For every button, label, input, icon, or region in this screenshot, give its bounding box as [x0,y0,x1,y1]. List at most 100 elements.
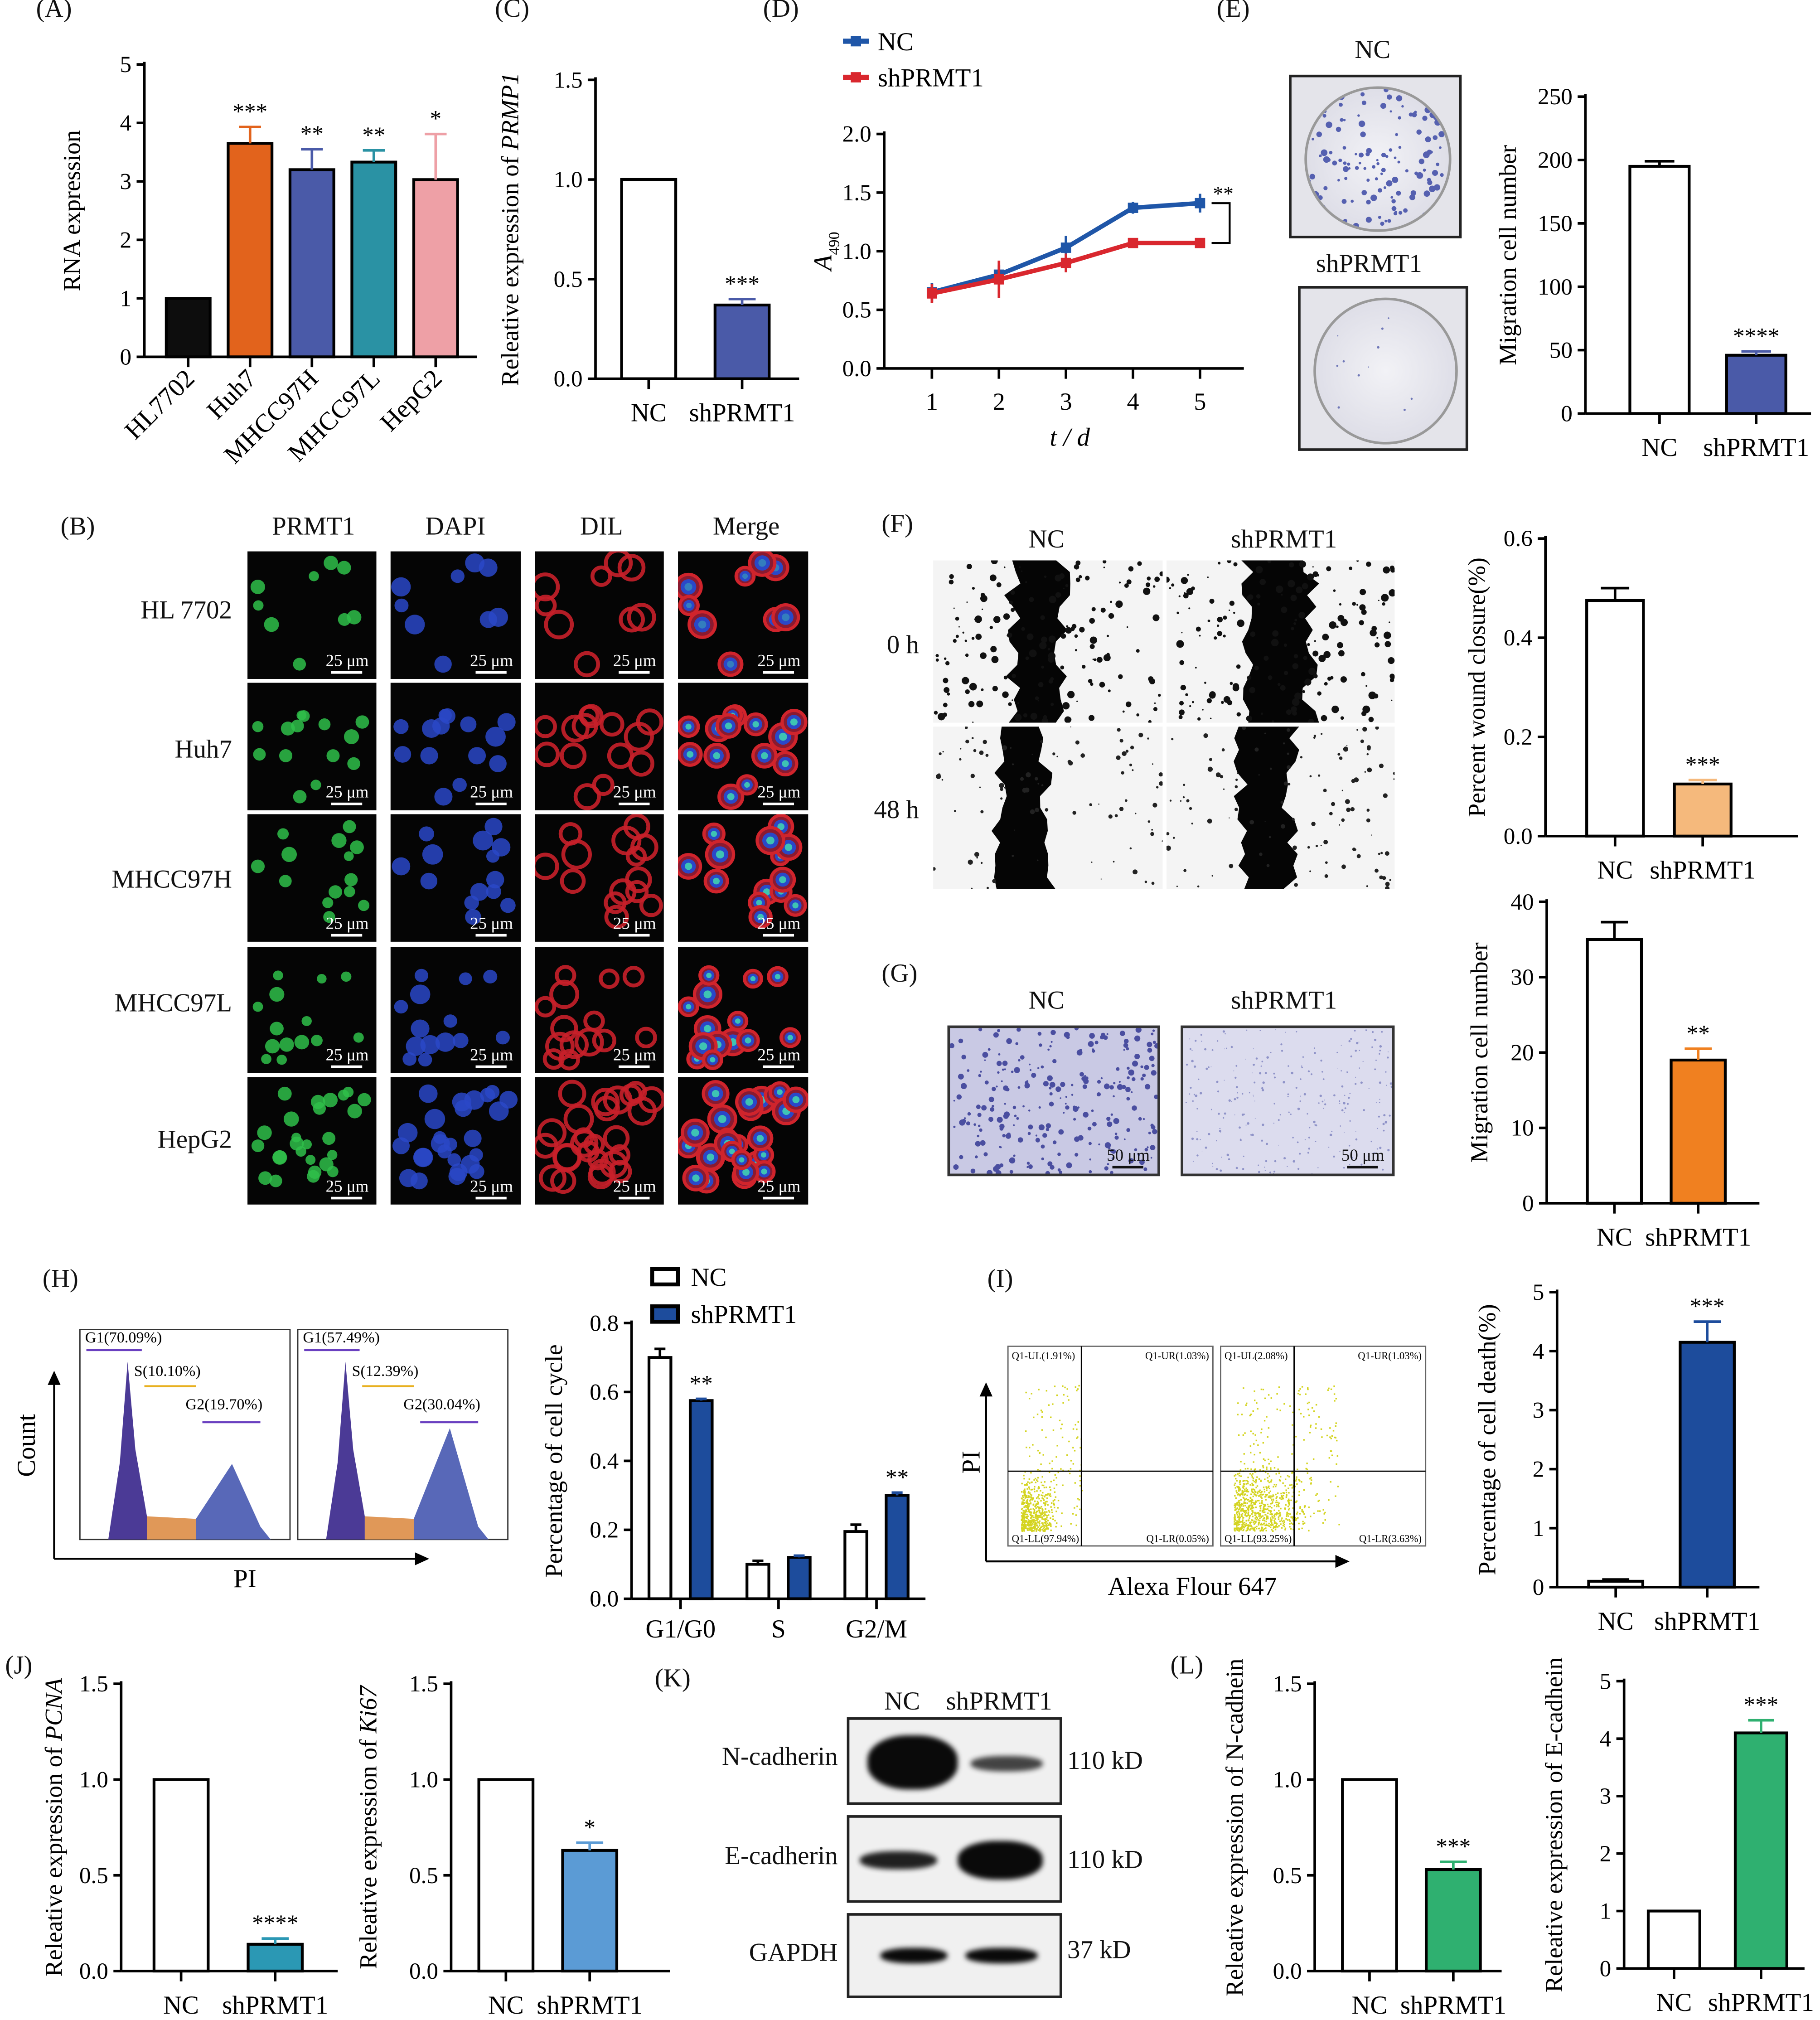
event-dot [1276,1408,1278,1410]
x-tick-label: HepG2 [375,364,448,437]
event-dot [1249,1501,1250,1502]
event-dot [1296,1483,1298,1485]
event-dot [1045,1522,1047,1524]
speck [1312,110,1317,115]
cell [424,1109,445,1129]
cell [279,749,293,762]
speck [1320,205,1326,211]
cell [691,1129,699,1137]
event-dot [1028,1491,1030,1493]
event-dot [1237,1414,1239,1415]
bar-hepg2 [412,178,459,358]
event-dot [1035,1507,1037,1509]
speck [1351,200,1355,203]
panel-label-b: (B) [60,513,95,541]
event-dot [1258,1495,1260,1497]
event-dot [1274,1518,1276,1520]
event-dot [1029,1447,1031,1448]
cell [560,742,587,769]
cell [485,1085,500,1100]
event-dot [1285,1515,1288,1517]
cell [358,1093,371,1107]
speck [1381,173,1384,176]
event-dot [1308,1401,1310,1404]
speck [1412,112,1418,118]
event-dot [1044,1496,1046,1498]
event-dot [1242,1480,1244,1482]
event-dot [1303,1507,1306,1508]
event-dot [1283,1520,1285,1522]
y-tick-label: 5 [1533,1279,1544,1305]
event-dot [1061,1512,1063,1514]
quadrant-label-ul: Q1-UL(2.08%) [1225,1350,1288,1361]
cell [792,902,799,909]
cell [779,732,787,741]
event-dot [1047,1528,1049,1530]
cell [756,900,762,906]
event-dot [1263,1420,1266,1422]
event-dot [1291,1453,1293,1455]
cell [537,1118,567,1148]
event-dot [1076,1390,1078,1391]
cell [739,1157,745,1163]
event-dot [1034,1477,1036,1480]
cell [293,790,307,804]
event-dot [1050,1481,1052,1482]
scale-bar-label: 25 μm [470,782,513,802]
event-dot [1296,1518,1297,1520]
event-dot [1040,1463,1042,1465]
micro-image-dapi-0: 25 μm [390,551,521,679]
cell [277,828,289,840]
cell [587,1149,609,1171]
scale-bar-label: 25 μm [470,1045,513,1064]
event-dot [1034,1524,1036,1526]
y-tick-label: 1.5 [554,67,583,93]
event-dot [1252,1410,1254,1412]
colony-dish-nc [1289,74,1462,238]
event-dot [1025,1496,1027,1498]
event-dot [1311,1479,1312,1481]
event-dot [1036,1524,1038,1526]
event-dot [1021,1503,1023,1505]
event-dot [1245,1404,1247,1406]
event-dot [1266,1468,1268,1470]
bar-shprmt1 [787,1556,812,1600]
event-dot [1243,1501,1245,1503]
significance-label: **** [252,1910,298,1936]
bar-chart-e: 0 50 100 150 200 250 Migration cell number NC **… [1494,84,1811,462]
event-dot [1274,1513,1276,1516]
event-dot [1075,1514,1077,1516]
cell [706,973,712,979]
speck [1319,155,1322,158]
cell [683,600,695,611]
bar-chart-f: 0.0 0.2 0.4 0.6 Percent wound closure(%) NC **… [1463,526,1798,885]
cell [535,741,560,767]
cell [269,987,285,1002]
speck [1404,208,1409,213]
event-dot [1267,1436,1268,1438]
cell [410,984,431,1004]
event-dot [1247,1511,1249,1513]
event-dot [1288,1476,1290,1477]
event-dot [1307,1387,1309,1389]
event-dot [1062,1402,1064,1404]
event-dot [1306,1463,1308,1464]
event-dot [1028,1486,1030,1488]
y-tick-label: 1.0 [1273,1767,1302,1793]
event-dot [1046,1516,1048,1519]
gate-label-g1: G1(70.09%) [85,1329,162,1346]
cell [272,1150,287,1164]
panel-label-f: (F) [881,510,913,539]
event-dot [1257,1444,1259,1446]
event-dot [1302,1521,1304,1523]
cell [277,1086,292,1101]
event-dot [1025,1513,1027,1516]
y-axis-label: Releative expression of N-cadhein [1221,1658,1248,1996]
cell [391,577,411,597]
event-dot [1258,1521,1260,1524]
speck [1439,146,1442,150]
event-dot [1266,1489,1268,1491]
event-dot [1237,1508,1239,1511]
histogram-frame [297,1329,509,1540]
